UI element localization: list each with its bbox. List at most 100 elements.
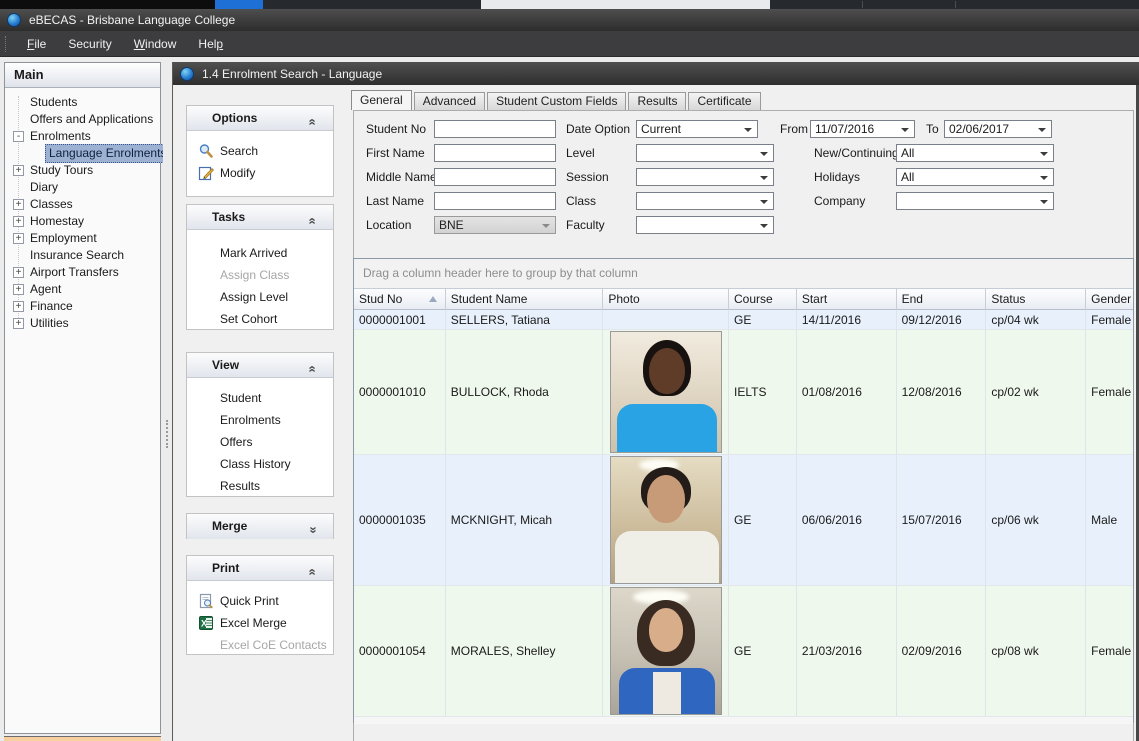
class-select[interactable] <box>636 192 774 210</box>
collapsed-panel-strip[interactable] <box>4 736 161 741</box>
print-panel: Print Quick Print X Excel Merge Excel Co… <box>186 555 334 655</box>
view-panel: View Student Enrolments Offers Class His… <box>186 352 334 497</box>
tree-collapse-icon[interactable]: - <box>13 131 24 142</box>
excel-merge-action[interactable]: X Excel Merge <box>187 612 333 634</box>
sidebar-item-agent[interactable]: + Agent <box>5 281 160 298</box>
collapse-chevron-icon[interactable] <box>309 560 323 576</box>
merge-panel-header[interactable]: Merge <box>187 514 333 539</box>
column-header-stud-no[interactable]: Stud No <box>354 289 446 310</box>
menu-help[interactable]: Help <box>198 36 224 51</box>
view-panel-header[interactable]: View <box>187 353 333 378</box>
table-row[interactable]: 0000001054 MORALES, Shelley GE 21/03/201… <box>354 586 1133 717</box>
tab-student-custom-fields[interactable]: Student Custom Fields <box>487 92 627 110</box>
tree-expand-icon[interactable]: + <box>13 216 24 227</box>
grid-empty-area <box>354 717 1133 724</box>
column-header-student-name[interactable]: Student Name <box>445 289 604 310</box>
sidebar-item-language-enrolments[interactable]: Language Enrolments <box>5 144 171 163</box>
sort-ascending-icon <box>428 296 437 302</box>
tree-expand-icon[interactable]: + <box>13 267 24 278</box>
child-window-titlebar[interactable]: 1.4 Enrolment Search - Language <box>173 62 1139 85</box>
tree-connector-line <box>18 96 19 328</box>
view-results-action[interactable]: Results <box>220 479 261 493</box>
collapse-chevron-icon[interactable] <box>309 110 323 126</box>
tree-expand-icon[interactable]: + <box>13 284 24 295</box>
navigation-tree: Students Offers and Applications - Enrolm… <box>5 88 171 332</box>
table-row[interactable]: 0000001035 MCKNIGHT, Micah GE 06/06/2016… <box>354 455 1133 586</box>
print-panel-header[interactable]: Print <box>187 556 333 581</box>
holidays-select[interactable]: All <box>896 168 1054 186</box>
tree-expand-icon[interactable]: + <box>13 165 24 176</box>
sidebar-item-utilities[interactable]: + Utilities <box>5 315 160 332</box>
faculty-label: Faculty <box>566 218 605 232</box>
set-cohort-action[interactable]: Set Cohort <box>220 312 278 326</box>
collapse-chevron-icon[interactable] <box>309 357 323 373</box>
tab-general[interactable]: General <box>351 90 412 110</box>
session-select[interactable] <box>636 168 774 186</box>
quick-print-action[interactable]: Quick Print <box>187 590 333 612</box>
view-student-action[interactable]: Student <box>220 391 262 405</box>
menu-security[interactable]: Security <box>68 36 112 51</box>
sidebar-item-airport-transfers[interactable]: + Airport Transfers <box>5 264 160 281</box>
sidebar-item-diary[interactable]: Diary <box>30 180 59 194</box>
column-header-end[interactable]: End <box>896 289 987 310</box>
column-header-status[interactable]: Status <box>986 289 1087 310</box>
tab-certificate[interactable]: Certificate <box>688 92 761 110</box>
table-row[interactable]: 0000001001 SELLERS, Tatiana GE 14/11/201… <box>354 310 1133 330</box>
group-by-panel[interactable]: Drag a column header here to group by th… <box>354 259 1133 289</box>
view-class-history-action[interactable]: Class History <box>220 457 291 471</box>
search-action[interactable]: Search <box>187 140 333 162</box>
mark-arrived-action[interactable]: Mark Arrived <box>220 246 288 260</box>
photo-cell-empty <box>603 310 730 329</box>
tree-expand-icon[interactable]: + <box>13 301 24 312</box>
to-date-select[interactable]: 02/06/2017 <box>944 120 1052 138</box>
assign-level-action[interactable]: Assign Level <box>220 290 289 304</box>
tree-expand-icon[interactable]: + <box>13 199 24 210</box>
menu-window[interactable]: Window <box>133 36 177 51</box>
collapse-chevron-icon[interactable] <box>309 209 323 225</box>
date-option-select[interactable]: Current <box>636 120 758 138</box>
column-header-gender[interactable]: Gender <box>1086 289 1133 310</box>
child-window-border <box>1136 85 1139 741</box>
sidebar-item-insurance-search[interactable]: Insurance Search <box>30 248 125 262</box>
tree-expand-icon[interactable]: + <box>13 318 24 329</box>
tree-expand-icon[interactable]: + <box>13 233 24 244</box>
student-no-input[interactable] <box>434 120 556 138</box>
level-select[interactable] <box>636 144 774 162</box>
sidebar-item-enrolments[interactable]: - Enrolments <box>5 128 160 145</box>
column-header-start[interactable]: Start <box>796 289 897 310</box>
faculty-select[interactable] <box>636 216 774 234</box>
expand-chevron-icon[interactable] <box>309 518 323 534</box>
sidebar-item-students[interactable]: Students <box>30 95 78 109</box>
browser-tab-segment <box>481 0 770 9</box>
view-offers-action[interactable]: Offers <box>220 435 253 449</box>
company-select[interactable] <box>896 192 1054 210</box>
sidebar-panel: Main Students Offers and Applications -E… <box>4 62 171 734</box>
sidebar-splitter[interactable] <box>163 62 172 741</box>
options-panel-header[interactable]: Options <box>187 106 333 131</box>
from-date-select[interactable]: 11/07/2016 <box>810 120 915 138</box>
tasks-panel-header[interactable]: Tasks <box>187 205 333 230</box>
new-continuing-select[interactable]: All <box>896 144 1054 162</box>
sidebar-item-finance[interactable]: + Finance <box>5 298 160 315</box>
window-titlebar[interactable]: eBECAS - Brisbane Language College <box>0 9 1139 31</box>
first-name-input[interactable] <box>434 144 556 162</box>
location-select: BNE <box>434 216 556 234</box>
view-enrolments-action[interactable]: Enrolments <box>220 413 281 427</box>
tab-results[interactable]: Results <box>628 92 687 110</box>
sidebar-item-classes[interactable]: + Classes <box>5 196 160 213</box>
enrolment-search-window: 1.4 Enrolment Search - Language Options … <box>172 62 1139 741</box>
sidebar-item-homestay[interactable]: + Homestay <box>5 213 160 230</box>
column-header-course[interactable]: Course <box>729 289 797 310</box>
column-header-photo[interactable]: Photo <box>603 289 730 310</box>
tab-advanced[interactable]: Advanced <box>413 92 486 110</box>
middle-name-input[interactable] <box>434 168 556 186</box>
browser-tab-separator <box>862 1 863 8</box>
sidebar-item-employment[interactable]: + Employment <box>5 230 160 247</box>
sidebar-item-offers-and-applications[interactable]: Offers and Applications <box>30 112 154 126</box>
menu-file[interactable]: File <box>27 36 47 51</box>
sidebar-item-study-tours[interactable]: + Study Tours <box>5 162 160 179</box>
student-no-label: Student No <box>366 122 427 136</box>
modify-action[interactable]: Modify <box>187 162 333 184</box>
table-row[interactable]: 0000001010 BULLOCK, Rhoda IELTS 01/08/20… <box>354 330 1133 455</box>
last-name-input[interactable] <box>434 192 556 210</box>
